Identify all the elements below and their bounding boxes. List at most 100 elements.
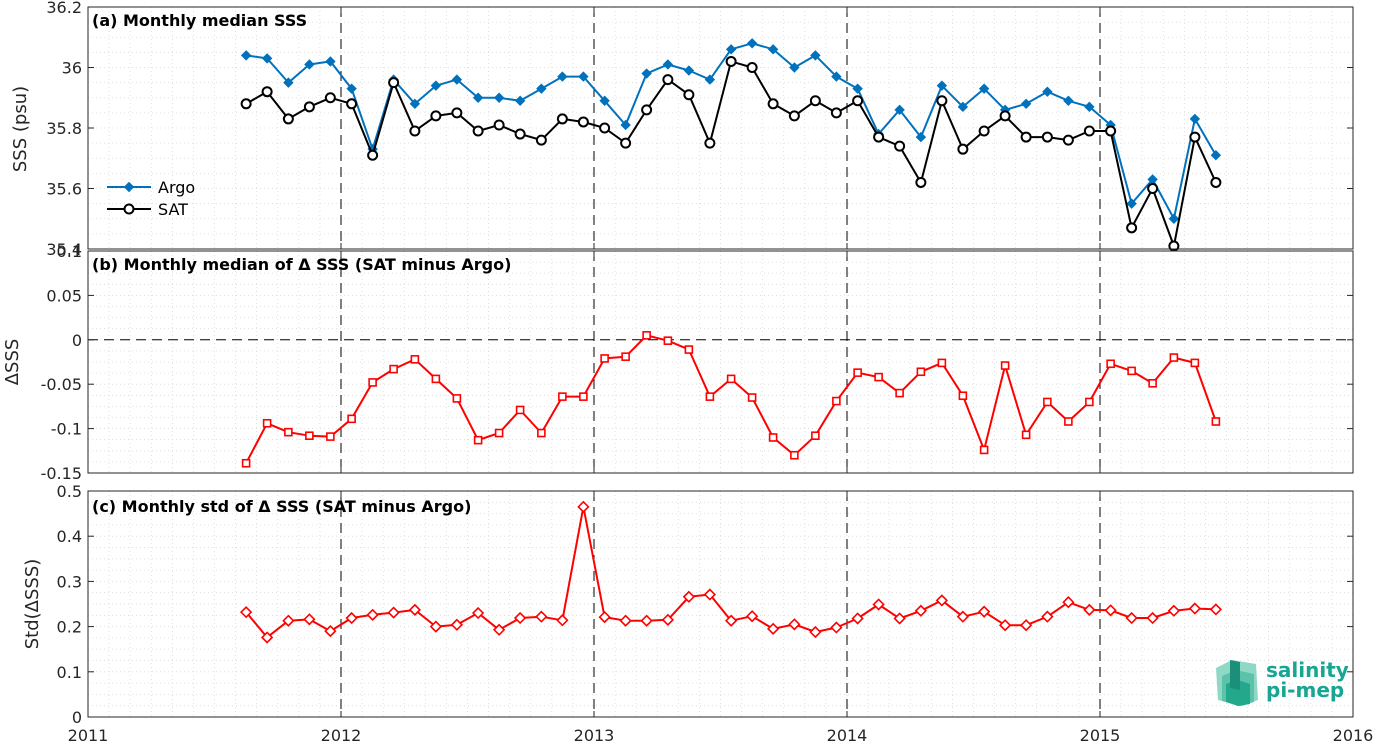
data-point	[387, 606, 400, 619]
y-tick-label: 36	[62, 59, 82, 78]
data-point	[851, 612, 864, 625]
data-point	[493, 92, 505, 103]
data-point	[430, 110, 442, 122]
data-point	[241, 458, 251, 468]
data-point	[1106, 359, 1115, 369]
salinity-pi-mep-logo: salinity pi-mep	[1216, 658, 1349, 706]
data-point	[958, 391, 968, 401]
data-point	[788, 618, 801, 631]
data-point	[956, 610, 970, 623]
data-point	[1063, 95, 1074, 106]
data-point	[1146, 611, 1159, 625]
data-point	[621, 352, 630, 361]
data-point	[725, 55, 737, 67]
data-point	[493, 119, 505, 131]
data-point	[1210, 150, 1222, 161]
data-point	[537, 428, 546, 438]
y-tick-label: 0	[72, 708, 82, 727]
data-point	[831, 71, 842, 82]
data-point	[325, 56, 336, 67]
x-tick-label: 2016	[1333, 726, 1374, 745]
data-point	[431, 374, 441, 384]
data-point	[1188, 602, 1202, 615]
data-point	[893, 612, 906, 625]
y-tick-label: 0	[72, 331, 82, 350]
data-point	[704, 137, 716, 149]
data-point	[894, 104, 905, 116]
panel-a-ylabel: SSS (psu)	[10, 86, 31, 172]
data-point	[684, 345, 694, 354]
data-point	[978, 83, 990, 94]
data-point	[471, 606, 485, 620]
data-point	[1189, 113, 1201, 125]
data-point	[853, 368, 862, 377]
data-point	[852, 83, 863, 94]
data-point	[514, 95, 526, 106]
data-point	[662, 74, 674, 86]
data-point	[1043, 397, 1052, 407]
data-point	[346, 98, 358, 110]
data-point	[305, 431, 314, 441]
data-point	[472, 92, 484, 103]
data-point	[1189, 131, 1201, 143]
data-point	[683, 65, 695, 76]
data-point	[872, 598, 885, 611]
data-point	[1083, 603, 1096, 617]
panel-c-x-ticks: 2011 2012 2013 2014 2015 2016	[68, 726, 1374, 745]
panel-a-title: (a) Monthly median SSS	[92, 11, 307, 30]
data-point	[326, 432, 335, 441]
data-point	[284, 427, 293, 437]
panel-a-year-lines	[340, 7, 1101, 249]
y-tick-label: -0.15	[41, 464, 82, 483]
data-point	[408, 603, 422, 617]
y-tick-label: 0.1	[57, 663, 82, 682]
data-point	[746, 62, 758, 73]
data-point	[767, 98, 779, 110]
data-point	[977, 605, 991, 618]
data-point	[600, 354, 609, 363]
data-point	[746, 38, 758, 49]
data-point	[957, 143, 969, 155]
data-point	[347, 414, 356, 424]
data-point	[262, 418, 272, 428]
y-tick-label: 35.4	[46, 240, 82, 259]
data-point	[620, 119, 631, 131]
data-point	[935, 594, 949, 607]
panel-a-y-ticks: 35.4 35.6 35.8 36 36.2	[46, 0, 1354, 259]
data-point	[1190, 358, 1200, 368]
x-tick-label: 2013	[574, 726, 615, 745]
data-point	[936, 80, 948, 91]
data-point	[811, 431, 820, 441]
data-point	[683, 89, 695, 101]
data-point	[1062, 134, 1074, 146]
data-point	[1168, 240, 1180, 252]
data-point	[998, 619, 1012, 632]
data-point	[1083, 125, 1095, 137]
data-point	[515, 405, 525, 415]
data-point	[766, 622, 780, 635]
data-point	[747, 393, 757, 402]
data-point	[999, 110, 1011, 122]
data-point	[1105, 125, 1117, 137]
data-point	[1020, 98, 1032, 110]
data-point	[556, 113, 568, 125]
data-point	[451, 107, 463, 119]
y-tick-label: 35.8	[46, 119, 82, 138]
panel-c-y-ticks: 0 0.1 0.2 0.3 0.4 0.5	[57, 482, 1354, 727]
data-point	[790, 450, 799, 460]
data-point	[577, 116, 589, 128]
data-point	[810, 50, 821, 61]
data-point	[895, 388, 904, 398]
data-point	[345, 611, 358, 625]
data-point	[936, 95, 948, 107]
data-point	[830, 107, 842, 119]
y-tick-label: 0.2	[57, 618, 82, 637]
panel-c-title: (c) Monthly std of Δ SSS (SAT minus Argo…	[92, 497, 471, 516]
data-point	[450, 618, 464, 631]
data-point	[641, 68, 652, 79]
logo-line1: salinity	[1266, 658, 1349, 682]
data-point	[619, 614, 632, 627]
data-point	[324, 92, 336, 104]
data-point	[282, 113, 294, 125]
